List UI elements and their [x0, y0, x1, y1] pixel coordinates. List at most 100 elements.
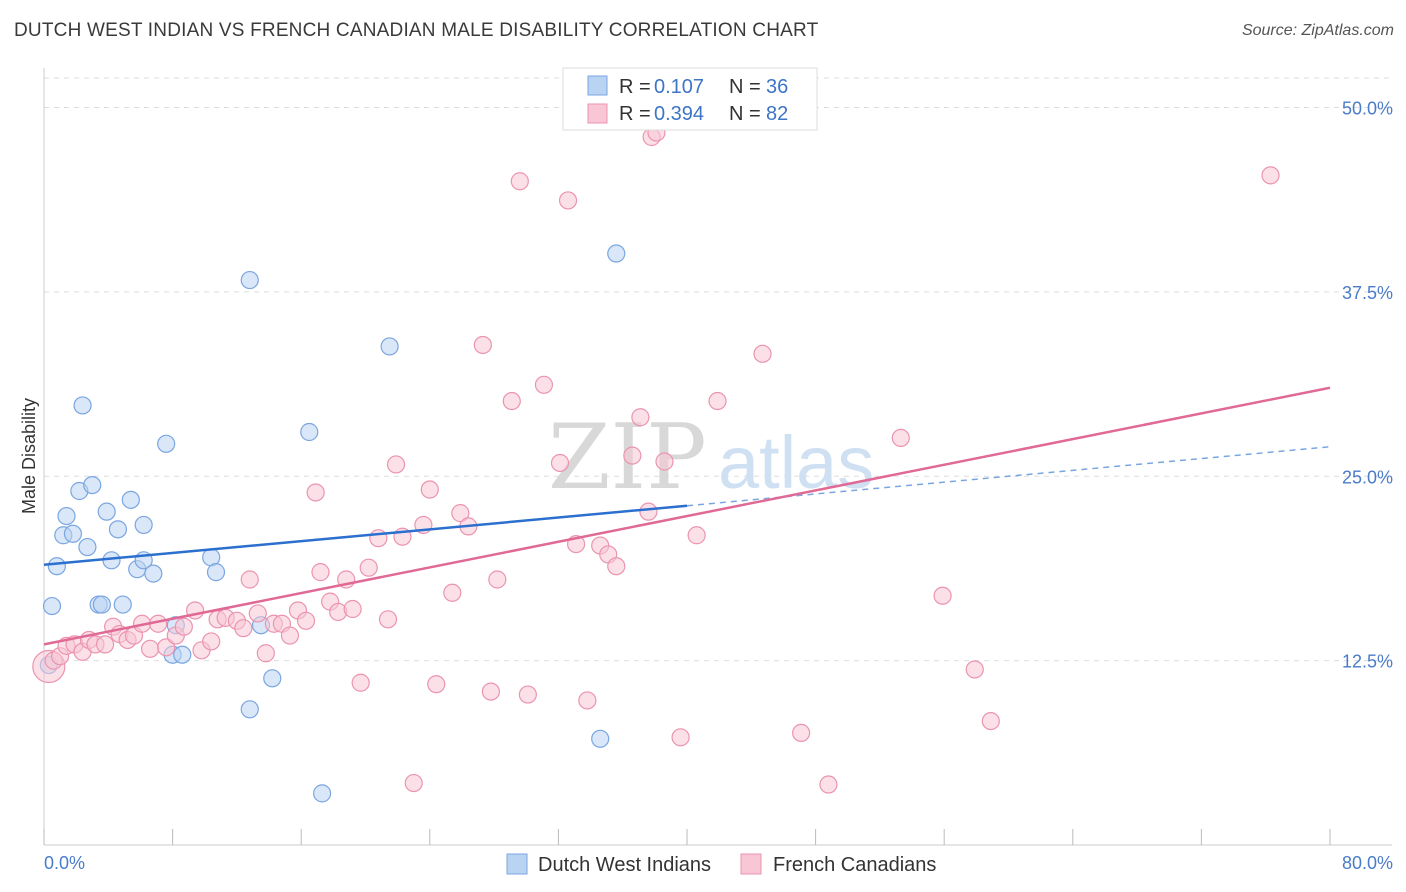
legend-r-value-1: 0.107 — [654, 76, 704, 98]
point-french-canadian — [607, 557, 626, 576]
point-french-canadian — [443, 583, 462, 602]
point-french-canadian — [981, 711, 1000, 731]
series-swatch-blue — [506, 853, 528, 875]
point-dutch-west-indian — [108, 520, 128, 539]
point-dutch-west-indian — [173, 645, 192, 664]
point-french-canadian — [240, 570, 259, 589]
point-dutch-west-indian — [113, 595, 132, 614]
point-french-canadian — [578, 691, 597, 710]
point-french-canadian — [481, 682, 500, 701]
legend-swatch-blue — [587, 75, 608, 96]
point-dutch-west-indian — [121, 490, 140, 509]
point-dutch-west-indian — [63, 524, 83, 543]
point-french-canadian — [965, 660, 984, 679]
point-dutch-west-indian — [92, 595, 111, 614]
series-swatch-pink — [740, 853, 762, 875]
point-french-canadian — [420, 480, 439, 499]
y-tick-label: 37.5% — [1342, 283, 1393, 303]
point-dutch-west-indian — [57, 506, 76, 526]
point-french-canadian — [534, 375, 554, 394]
point-french-canadian — [359, 558, 378, 577]
point-french-canadian — [623, 446, 642, 465]
series-legend: Dutch West Indians French Canadians — [506, 853, 936, 876]
point-french-canadian — [343, 599, 362, 619]
series-name-pink: French Canadians — [773, 854, 936, 876]
point-french-canadian — [378, 610, 398, 629]
point-french-canadian — [157, 638, 176, 657]
point-french-canadian — [280, 626, 300, 645]
axes: 12.5% 25.0% 37.5% 50.0% — [43, 68, 1393, 846]
point-dutch-west-indian — [240, 270, 259, 290]
point-french-canadian — [427, 675, 446, 694]
legend-n-value-2: 82 — [766, 103, 788, 125]
point-french-canadian — [631, 408, 650, 427]
point-french-canadian — [386, 455, 406, 474]
point-french-canadian — [234, 619, 253, 638]
watermark-atlas: atlas — [718, 421, 874, 504]
point-french-canadian — [404, 773, 423, 793]
point-french-canadian — [502, 391, 521, 411]
point-french-canadian — [296, 611, 316, 630]
point-dutch-west-indian — [157, 434, 176, 453]
data-points — [32, 123, 1280, 803]
point-dutch-west-indian — [97, 502, 116, 521]
point-french-canadian — [891, 428, 910, 447]
point-dutch-west-indian — [42, 596, 62, 616]
point-dutch-west-indian — [144, 564, 163, 583]
point-dutch-west-indian — [607, 244, 626, 263]
legend-r-label-1: R = — [619, 76, 651, 98]
point-dutch-west-indian — [240, 700, 259, 719]
y-tick-label: 50.0% — [1342, 99, 1393, 119]
point-french-canadian — [488, 570, 507, 589]
y-tick-label: 12.5% — [1342, 652, 1393, 672]
point-french-canadian — [558, 191, 578, 210]
point-french-canadian — [248, 604, 267, 623]
point-french-canadian — [369, 529, 388, 548]
source-label: Source: ZipAtlas.com — [1241, 22, 1394, 39]
point-french-canadian — [792, 723, 811, 743]
point-french-canadian — [518, 685, 537, 704]
trend-lines — [43, 386, 1331, 646]
point-french-canadian — [256, 644, 275, 663]
point-french-canadian — [202, 632, 221, 651]
point-french-canadian — [510, 172, 529, 191]
point-french-canadian — [671, 728, 690, 747]
point-dutch-west-indian — [312, 784, 332, 803]
point-french-canadian — [351, 673, 370, 692]
point-dutch-west-indian — [380, 337, 399, 356]
point-french-canadian — [140, 639, 160, 658]
point-dutch-west-indian — [78, 537, 97, 557]
point-dutch-west-indian — [206, 563, 226, 582]
point-french-canadian — [1261, 166, 1280, 185]
point-french-canadian — [311, 563, 330, 582]
point-french-canadian — [639, 502, 658, 521]
point-dutch-west-indian — [263, 669, 282, 688]
watermark: ZIP atlas — [548, 405, 874, 510]
legend-r-value-2: 0.394 — [654, 103, 704, 125]
chart-title: DUTCH WEST INDIAN VS FRENCH CANADIAN MAL… — [14, 20, 819, 41]
point-french-canadian — [655, 452, 674, 471]
point-french-canadian — [306, 483, 325, 502]
point-french-canadian — [753, 344, 772, 363]
legend-r-label-2: R = — [619, 103, 651, 125]
point-french-canadian — [819, 775, 838, 794]
point-dutch-west-indian — [73, 396, 92, 415]
stats-legend: R = 0.107 N = 36 R = 0.394 N = 82 — [562, 67, 818, 131]
y-tick-label: 25.0% — [1342, 467, 1393, 487]
series-name-blue: Dutch West Indians — [538, 854, 711, 876]
trend-line-blue-extension — [686, 446, 1331, 507]
point-french-canadian — [708, 391, 727, 411]
point-french-canadian — [451, 504, 470, 523]
trend-line-pink — [43, 386, 1331, 646]
x-tick-max: 80.0% — [1342, 853, 1393, 873]
point-french-canadian — [473, 335, 492, 355]
legend-n-label-2: N = — [729, 103, 761, 125]
legend-swatch-pink — [587, 103, 608, 124]
point-dutch-west-indian — [83, 476, 102, 495]
point-dutch-west-indian — [591, 729, 610, 748]
point-dutch-west-indian — [47, 557, 66, 576]
point-dutch-west-indian — [300, 422, 319, 442]
point-french-canadian — [687, 526, 706, 545]
point-french-canadian — [933, 586, 952, 605]
